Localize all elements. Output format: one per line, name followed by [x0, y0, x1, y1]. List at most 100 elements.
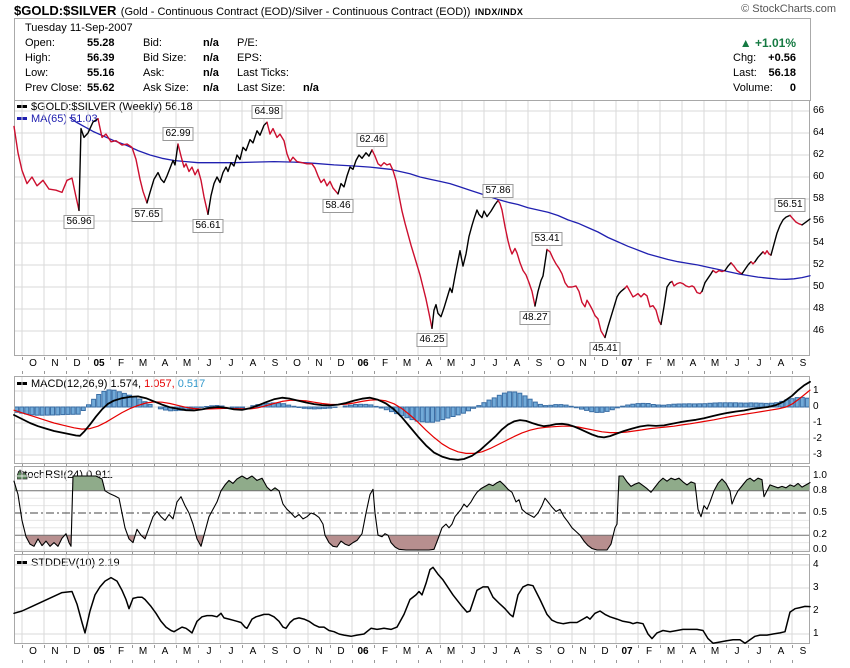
x-axis-month-label: M: [446, 646, 456, 657]
tick-mark: [638, 660, 639, 663]
price-line-segment: [789, 214, 803, 226]
tick-mark: [154, 464, 155, 467]
price-line-segment: [534, 248, 548, 307]
x-axis-month-label: D: [601, 358, 609, 369]
macd-histogram-bar: [661, 404, 667, 408]
tick-mark: [770, 357, 771, 360]
y-axis-label: 0.5: [813, 507, 827, 518]
tick-strip: [0, 464, 850, 468]
macd-histogram-bar: [75, 406, 81, 415]
x-axis-month-label: N: [579, 646, 587, 657]
tick-mark: [748, 645, 749, 648]
tick-mark: [770, 552, 771, 555]
price-line-segment: [730, 262, 743, 275]
tick-mark: [308, 645, 309, 648]
tick-mark: [792, 357, 793, 360]
tick-mark: [616, 645, 617, 648]
tick-mark: [594, 660, 595, 663]
macd-histogram-bar: [132, 396, 138, 408]
x-axis-month-label: J: [228, 646, 234, 657]
macd-histogram-bar: [481, 402, 487, 408]
macd-histogram-bar: [496, 394, 502, 408]
macd-histogram-bar: [157, 406, 163, 410]
tick-mark: [220, 464, 221, 467]
bid-size-value: n/a: [203, 52, 219, 64]
stochrsi-overbought-fill: [14, 476, 810, 491]
tick-mark: [242, 371, 243, 374]
tick-mark: [704, 660, 705, 663]
tick-mark: [352, 464, 353, 467]
macd-histogram-bar: [491, 397, 497, 408]
macd-histogram-bar: [383, 406, 389, 411]
macd-histogram-bar: [127, 394, 132, 408]
tick-mark: [88, 357, 89, 360]
y-axis-label: 66: [813, 105, 825, 116]
panel-border: [14, 100, 810, 356]
tick-mark: [396, 645, 397, 648]
tick-mark: [242, 645, 243, 648]
tick-mark: [110, 357, 111, 360]
price-line-segment: [754, 251, 764, 263]
tick-mark: [374, 371, 375, 374]
x-axis-month-label: J: [492, 358, 498, 369]
macd-histogram-bar: [378, 406, 384, 409]
tick-mark: [550, 645, 551, 648]
y-axis-label: -1: [813, 417, 822, 428]
macd-histogram-bar: [758, 402, 764, 408]
y-axis-label: -3: [813, 449, 822, 460]
ask-label: Ask:: [143, 67, 165, 79]
tick-mark: [418, 645, 419, 648]
tick-mark: [44, 552, 45, 555]
macd-histogram-bar: [553, 404, 559, 408]
macd-histogram-bar: [55, 406, 61, 416]
x-axis-month-label: S: [271, 646, 279, 657]
tick-mark: [660, 371, 661, 374]
tick-mark: [484, 552, 485, 555]
macd-histogram-bar: [455, 406, 461, 416]
tick-mark: [396, 357, 397, 360]
macd-histogram-bar: [70, 406, 76, 415]
macd-histogram-bar: [270, 402, 276, 408]
tick-mark: [704, 464, 705, 467]
tick-mark: [594, 464, 595, 467]
x-axis-month-label: D: [337, 646, 345, 657]
price-line-segment: [701, 269, 714, 293]
tick-mark: [66, 552, 67, 555]
tick-mark: [418, 357, 419, 360]
price-line-segment: [266, 121, 339, 195]
tick-mark: [726, 552, 727, 555]
macd-legend: MACD(12,26,9) 1.574, 1.057, 0.517: [17, 378, 205, 390]
macd-histogram-bar: [640, 402, 646, 408]
x-axis-month-label: 05: [93, 358, 105, 369]
tick-mark: [264, 357, 265, 360]
stochrsi-oversold-fill: [14, 535, 810, 550]
tick-mark: [528, 645, 529, 648]
x-axis-month-label: A: [689, 646, 697, 657]
y-axis-label: 1.0: [813, 470, 827, 481]
tick-mark: [154, 552, 155, 555]
tick-mark: [616, 660, 617, 663]
tick-strip: [0, 357, 850, 361]
x-axis-month-label: F: [645, 646, 653, 657]
macd-histogram-bar: [39, 406, 45, 416]
y-axis-label: 0.2: [813, 529, 827, 541]
tick-mark: [462, 660, 463, 663]
tick-mark: [506, 357, 507, 360]
tick-mark: [242, 464, 243, 467]
tick-mark: [44, 464, 45, 467]
symbol-title: $GOLD:$SILVER: [14, 3, 117, 18]
y-axis-label: 1: [813, 385, 819, 396]
tick-mark: [374, 660, 375, 663]
tick-mark: [440, 357, 441, 360]
title-bar: $GOLD:$SILVER (Gold - Continuous Contrac…: [14, 2, 834, 18]
tick-mark: [176, 371, 177, 374]
tick-mark: [330, 645, 331, 648]
macd-histogram-bar: [604, 406, 610, 412]
price-line-segment: [546, 248, 606, 339]
tick-mark: [198, 357, 199, 360]
tick-mark: [132, 357, 133, 360]
macd-histogram-bar: [609, 406, 615, 411]
tick-mark: [22, 645, 23, 648]
tick-mark: [572, 660, 573, 663]
macd-histogram-bar: [414, 406, 420, 422]
